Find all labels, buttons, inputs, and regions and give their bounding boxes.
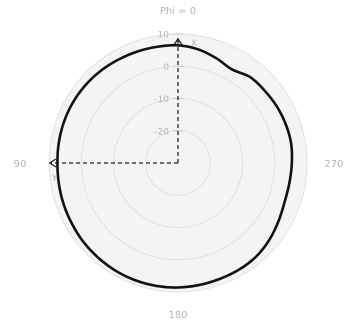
r-tick-label: -20	[154, 127, 169, 137]
x-axis-letter: X	[191, 39, 197, 49]
x-arrowhead	[173, 37, 183, 46]
r-tick-label: 10	[158, 31, 170, 41]
r-tick-label: -10	[154, 95, 169, 105]
y-axis-letter: Y	[51, 174, 58, 184]
angle-label: 180	[168, 310, 187, 321]
r-tick-label: 0	[163, 63, 169, 73]
angle-label: Phi = 0	[160, 6, 196, 17]
angle-label: 270	[324, 159, 343, 170]
angle-label: 90	[14, 159, 27, 170]
y-arrowhead	[48, 158, 57, 168]
